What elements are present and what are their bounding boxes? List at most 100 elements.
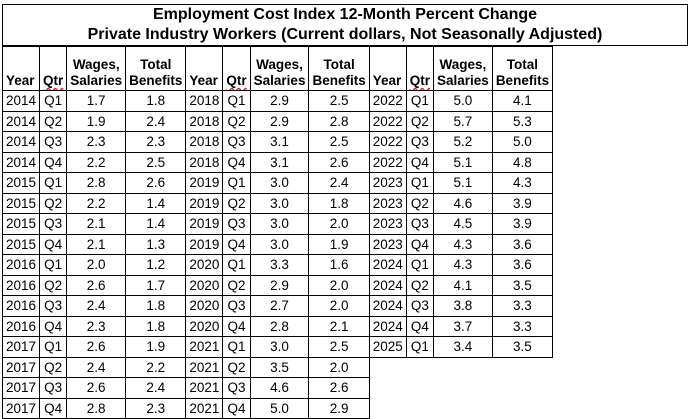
wages-salaries-cell[interactable]: 1.9 (66, 110, 127, 132)
header-year[interactable]: Year (1, 46, 41, 91)
wages-salaries-cell[interactable]: 2.1 (66, 213, 127, 235)
year-cell[interactable]: 2020 (185, 295, 224, 317)
header-qtr[interactable]: Qtr (39, 46, 68, 91)
year-cell[interactable]: 2019 (185, 233, 224, 255)
year-cell[interactable]: 2020 (185, 315, 224, 337)
quarter-cell[interactable]: Q1 (39, 172, 68, 194)
wages-salaries-cell[interactable]: 2.8 (66, 172, 127, 194)
quarter-cell[interactable]: Q2 (39, 274, 68, 296)
quarter-cell[interactable]: Q4 (222, 233, 251, 255)
wages-salaries-cell[interactable]: 2.7 (249, 295, 310, 317)
wages-salaries-cell[interactable]: 2.4 (66, 356, 127, 378)
year-cell[interactable]: 2025 (368, 336, 407, 358)
total-benefits-cell[interactable]: 1.8 (308, 192, 370, 214)
total-benefits-cell[interactable]: 1.9 (125, 336, 187, 358)
quarter-cell[interactable]: Q3 (222, 131, 251, 153)
year-cell[interactable]: 2022 (368, 110, 407, 132)
wages-salaries-cell[interactable]: 2.2 (66, 192, 127, 214)
total-benefits-cell[interactable]: 1.8 (125, 90, 187, 112)
total-benefits-cell[interactable]: 4.1 (491, 90, 554, 112)
wages-salaries-cell[interactable]: 2.3 (66, 315, 127, 337)
year-cell[interactable]: 2014 (1, 90, 41, 112)
quarter-cell[interactable]: Q4 (405, 233, 435, 255)
header-wages-salaries[interactable]: Wages, Salaries (249, 46, 310, 91)
wages-salaries-cell[interactable]: 2.9 (249, 110, 310, 132)
quarter-cell[interactable]: Q3 (39, 213, 68, 235)
year-cell[interactable]: 2016 (1, 295, 41, 317)
wages-salaries-cell[interactable]: 2.6 (66, 336, 127, 358)
wages-salaries-cell[interactable]: 4.5 (433, 213, 493, 235)
year-cell[interactable]: 2024 (368, 274, 407, 296)
wages-salaries-cell[interactable]: 2.8 (66, 397, 127, 419)
total-benefits-cell[interactable]: 2.5 (308, 131, 370, 153)
wages-salaries-cell[interactable]: 4.3 (433, 233, 493, 255)
quarter-cell[interactable]: Q3 (222, 377, 251, 399)
total-benefits-cell[interactable]: 2.2 (125, 356, 187, 378)
total-benefits-cell[interactable]: 3.9 (491, 192, 554, 214)
year-cell[interactable]: 2016 (1, 315, 41, 337)
total-benefits-cell[interactable]: 4.3 (491, 172, 554, 194)
total-benefits-cell[interactable]: 2.5 (125, 151, 187, 173)
quarter-cell[interactable]: Q3 (39, 295, 68, 317)
total-benefits-cell[interactable]: 3.3 (491, 295, 554, 317)
wages-salaries-cell[interactable]: 4.6 (433, 192, 493, 214)
wages-salaries-cell[interactable]: 5.1 (433, 172, 493, 194)
wages-salaries-cell[interactable]: 5.1 (433, 151, 493, 173)
year-cell[interactable]: 2014 (1, 131, 41, 153)
wages-salaries-cell[interactable]: 2.1 (66, 233, 127, 255)
quarter-cell[interactable]: Q2 (405, 274, 435, 296)
quarter-cell[interactable]: Q1 (39, 336, 68, 358)
header-total-benefits[interactable]: Total Benefits (308, 46, 370, 91)
quarter-cell[interactable]: Q1 (405, 336, 435, 358)
quarter-cell[interactable]: Q3 (39, 377, 68, 399)
year-cell[interactable]: 2023 (368, 213, 407, 235)
wages-salaries-cell[interactable]: 2.6 (66, 274, 127, 296)
total-benefits-cell[interactable]: 2.0 (308, 356, 370, 378)
quarter-cell[interactable]: Q1 (39, 254, 68, 276)
wages-salaries-cell[interactable]: 3.0 (249, 172, 310, 194)
header-qtr[interactable]: Qtr (405, 46, 435, 91)
wages-salaries-cell[interactable]: 3.5 (249, 356, 310, 378)
quarter-cell[interactable]: Q2 (222, 274, 251, 296)
year-cell[interactable]: 2023 (368, 233, 407, 255)
year-cell[interactable]: 2020 (185, 274, 224, 296)
wages-salaries-cell[interactable]: 4.1 (433, 274, 493, 296)
quarter-cell[interactable]: Q4 (405, 315, 435, 337)
wages-salaries-cell[interactable]: 3.0 (249, 233, 310, 255)
total-benefits-cell[interactable]: 2.3 (125, 397, 187, 419)
year-cell[interactable]: 2022 (368, 151, 407, 173)
total-benefits-cell[interactable]: 2.1 (308, 315, 370, 337)
total-benefits-cell[interactable]: 4.8 (491, 151, 554, 173)
header-total-benefits[interactable]: Total Benefits (491, 46, 554, 91)
wages-salaries-cell[interactable]: 4.6 (249, 377, 310, 399)
year-cell[interactable]: 2021 (185, 356, 224, 378)
quarter-cell[interactable]: Q2 (39, 356, 68, 378)
total-benefits-cell[interactable]: 1.4 (125, 192, 187, 214)
year-cell[interactable]: 2018 (185, 131, 224, 153)
wages-salaries-cell[interactable]: 2.9 (249, 274, 310, 296)
wages-salaries-cell[interactable]: 3.7 (433, 315, 493, 337)
quarter-cell[interactable]: Q2 (39, 192, 68, 214)
total-benefits-cell[interactable]: 2.4 (125, 110, 187, 132)
year-cell[interactable]: 2016 (1, 254, 41, 276)
quarter-cell[interactable]: Q1 (222, 254, 251, 276)
quarter-cell[interactable]: Q1 (222, 172, 251, 194)
header-qtr[interactable]: Qtr (222, 46, 251, 91)
quarter-cell[interactable]: Q2 (222, 356, 251, 378)
total-benefits-cell[interactable]: 2.0 (308, 274, 370, 296)
total-benefits-cell[interactable]: 2.5 (308, 336, 370, 358)
quarter-cell[interactable]: Q1 (405, 254, 435, 276)
total-benefits-cell[interactable]: 3.3 (491, 315, 554, 337)
quarter-cell[interactable]: Q2 (405, 192, 435, 214)
header-year[interactable]: Year (185, 46, 224, 91)
quarter-cell[interactable]: Q4 (39, 233, 68, 255)
quarter-cell[interactable]: Q4 (405, 151, 435, 173)
quarter-cell[interactable]: Q1 (39, 90, 68, 112)
quarter-cell[interactable]: Q3 (39, 131, 68, 153)
wages-salaries-cell[interactable]: 2.8 (249, 315, 310, 337)
year-cell[interactable]: 2022 (368, 90, 407, 112)
total-benefits-cell[interactable]: 2.5 (308, 90, 370, 112)
year-cell[interactable]: 2022 (368, 131, 407, 153)
year-cell[interactable]: 2017 (1, 377, 41, 399)
quarter-cell[interactable]: Q2 (222, 110, 251, 132)
